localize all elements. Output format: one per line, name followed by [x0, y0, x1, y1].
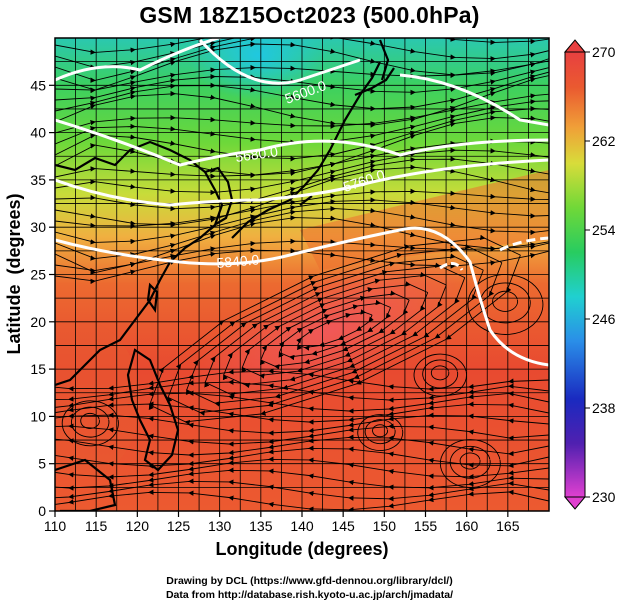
- height-contours: [55, 38, 549, 367]
- x-tick-label: 120: [126, 518, 150, 534]
- colorbar-ticks: 270 262 254 246 238 230: [585, 44, 616, 505]
- x-tick-label: 160: [455, 518, 479, 534]
- contour-line-5680: [55, 118, 549, 167]
- streamline: [357, 414, 404, 452]
- streamline: [413, 353, 467, 397]
- y-tick-label: 5: [38, 456, 46, 472]
- contour-line-5600-b: [399, 73, 549, 127]
- colorbar-tick-label: 254: [592, 222, 616, 238]
- streamline: [71, 406, 110, 438]
- credit-data-source: Data from http://database.rish.kyoto-u.a…: [165, 589, 454, 601]
- contour-line-5880-a: [499, 236, 549, 252]
- contour-line-5880-b: [439, 262, 464, 271]
- coastline-sakhalin: [378, 39, 390, 81]
- coastline-korea: [204, 166, 234, 225]
- colorbar-scale: [564, 51, 586, 498]
- y-tick-label: 40: [30, 125, 46, 141]
- y-tick-label: 10: [30, 408, 46, 424]
- colorbar: 270 262 254 246 238 230: [563, 39, 616, 510]
- colorbar-tick-label: 230: [592, 489, 616, 505]
- colorbar-tick-label: 262: [592, 133, 616, 149]
- y-tick-label: 15: [30, 361, 46, 377]
- streamline: [372, 424, 388, 438]
- streamline: [422, 359, 459, 389]
- streamline: [55, 489, 549, 511]
- coastlines: [55, 39, 395, 511]
- x-tick-label: 130: [208, 518, 232, 534]
- streamline: [61, 400, 119, 447]
- y-tick-label: 30: [30, 219, 46, 235]
- y-tick-label: 25: [30, 267, 46, 283]
- streamline: [430, 365, 450, 381]
- contour-line-north: [55, 38, 224, 82]
- colorbar-tick-label: 238: [592, 400, 616, 416]
- x-tick-label: 140: [290, 518, 314, 534]
- streamline: [467, 274, 544, 335]
- x-tick-label: 115: [85, 518, 108, 534]
- y-tick-label: 20: [30, 314, 46, 330]
- credit-drawing: Drawing by DCL (https://www.gfd-dennou.o…: [166, 575, 453, 587]
- x-tick-label: 150: [373, 518, 397, 534]
- colorbar-upper-cap: [563, 39, 587, 53]
- contour-label: 5680.0: [234, 143, 279, 165]
- y-axis-ticks: 0 5 10 15 20 25 30 35 40 45: [30, 77, 55, 519]
- coastline-borneo: [55, 458, 117, 511]
- x-tick-label: 125: [167, 518, 191, 534]
- y-tick-label: 45: [30, 77, 46, 93]
- x-tick-label: 110: [44, 518, 67, 534]
- contour-line-5840: [55, 226, 549, 367]
- x-axis-ticks: 110 115 120 125 130 135 140 145 150 155 160 165: [44, 511, 520, 534]
- streamline: [364, 419, 396, 445]
- streamline: [459, 452, 481, 470]
- coastline-taiwan: [146, 282, 159, 314]
- streamline: [439, 439, 501, 488]
- contour-line-5600-a: [198, 38, 361, 85]
- chart-title: GSM 18Z15Oct2023 (500.0hPa): [139, 2, 480, 28]
- x-tick-label: 155: [414, 518, 438, 534]
- colorbar-tick-label: 246: [592, 311, 616, 327]
- streamline: [479, 282, 531, 324]
- contour-label: 5840.0: [216, 251, 260, 271]
- coastline-philippines: [126, 348, 180, 472]
- streamline: [80, 412, 100, 429]
- x-tick-label: 145: [331, 518, 355, 534]
- streamline: [449, 445, 491, 479]
- colorbar-tick-label: 270: [592, 44, 616, 60]
- coastline-japan: [231, 61, 381, 239]
- y-tick-label: 35: [30, 172, 46, 188]
- x-tick-label: 135: [249, 518, 273, 534]
- colorbar-lower-cap: [563, 496, 587, 510]
- y-tick-label: 0: [38, 503, 46, 519]
- contour-line-5760: [55, 158, 549, 207]
- streamline: [492, 290, 519, 312]
- x-axis-label: Longitude (degrees): [215, 539, 388, 559]
- coastline-hokkaido: [354, 67, 395, 97]
- x-tick-label: 165: [496, 518, 520, 534]
- wind-streamlines: [55, 38, 549, 511]
- coastline-asia-mainland: [55, 140, 224, 387]
- y-axis-label: Latitude (degrees): [4, 193, 24, 354]
